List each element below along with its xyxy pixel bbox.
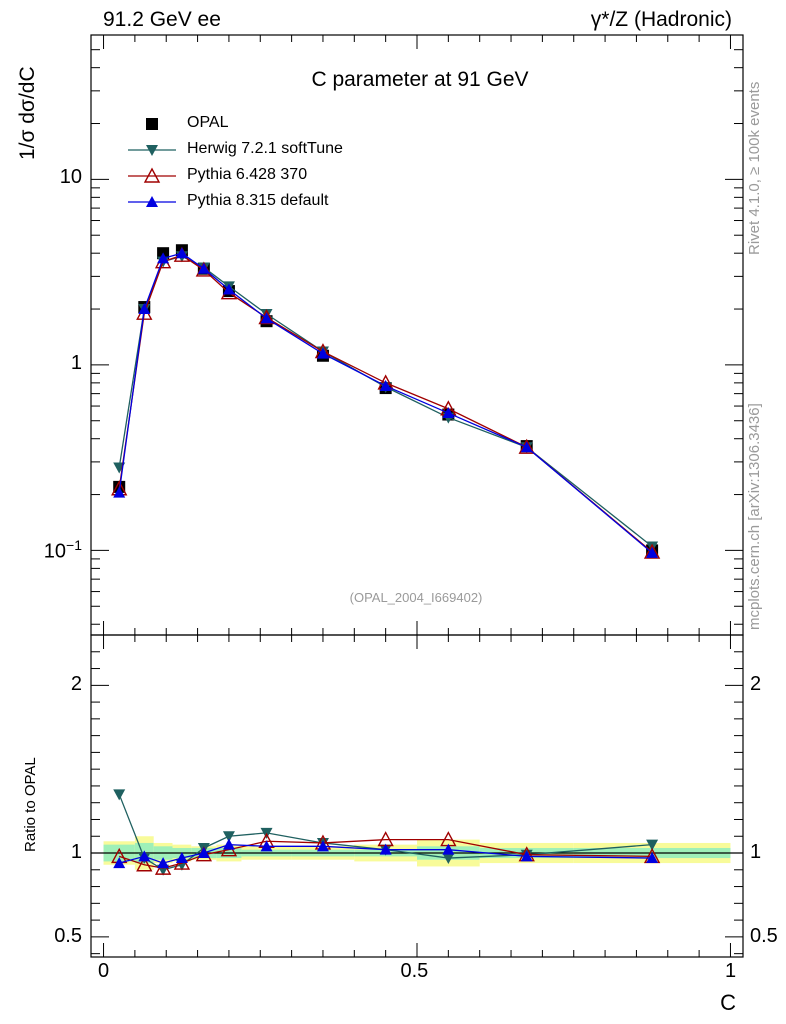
marker-triangle-up (316, 347, 329, 359)
x-tick-label: 0 (98, 960, 110, 982)
marker-triangle-open (136, 856, 153, 872)
axes (90, 34, 744, 958)
marker-triangle-up (222, 283, 235, 295)
marker-triangle-up (222, 838, 235, 850)
marker-triangle-up (379, 379, 392, 391)
ratio-tick-label-right: 1 (750, 841, 762, 864)
ratio-frame (90, 634, 744, 958)
marker-triangle-up (157, 252, 170, 264)
y-tick-label: 10−1 (43, 537, 82, 564)
marker-triangle-up (197, 847, 210, 859)
legend-entry: Pythia 8.315 default (187, 192, 329, 209)
marker-triangle-up (197, 262, 210, 274)
marker-triangle-up (646, 852, 659, 864)
marker-triangle-up (260, 312, 273, 324)
marker-triangle-open (643, 543, 661, 559)
series-line (118, 255, 653, 547)
marker-triangle-down (113, 789, 126, 801)
legend-entry: OPAL (187, 114, 229, 131)
marker-triangle-up (113, 486, 126, 498)
marker-triangle-open (518, 438, 535, 454)
ratio-tick-label-right: 0.5 (750, 924, 778, 947)
header-right: γ*/Z (Hadronic) (590, 8, 732, 31)
chart-title: C parameter at 91 GeV (311, 68, 529, 91)
marker-triangle-open (143, 167, 161, 183)
ratio-tick-label: 1 (70, 841, 82, 864)
marker-triangle-up (175, 247, 188, 259)
series-line (118, 254, 653, 553)
ratio-tick-label: 2 (70, 673, 82, 696)
ratio-line (119, 843, 653, 864)
marker-triangle-up (379, 843, 392, 855)
x-tick-label: 0.5 (400, 960, 429, 982)
y-tick-label: 1 (70, 351, 82, 374)
x-tick-label: 1 (724, 960, 737, 982)
legend-markers (128, 118, 176, 207)
series-line (118, 252, 653, 554)
rivet-label: Rivet 4.1.0, ≥ 100k events (746, 81, 763, 255)
ratio-axis-label: Ratio to OPAL (22, 757, 39, 852)
legend-entry: Herwig 7.2.1 softTune (187, 140, 343, 157)
marker-triangle-up (113, 857, 126, 869)
marker-square (146, 118, 158, 130)
marker-triangle-up (442, 407, 455, 419)
legend-entry: Pythia 6.428 370 (187, 166, 308, 183)
x-axis-label: C (720, 990, 736, 1015)
marker-triangle-down (222, 831, 235, 843)
ratio-tick-label: 0.5 (54, 924, 82, 947)
marker-triangle-up (646, 546, 659, 558)
marker-triangle-down (442, 853, 455, 865)
marker-triangle-up (146, 196, 158, 207)
marker-triangle-up (157, 857, 170, 869)
marker-triangle-up (138, 303, 151, 315)
marker-triangle-down (146, 145, 158, 156)
y-tick-label: 10 (59, 166, 82, 189)
marker-triangle-up (316, 840, 329, 852)
marker-triangle-up (138, 850, 151, 862)
marker-triangle-open (258, 309, 275, 325)
header-left: 91.2 GeV ee (103, 8, 221, 31)
marker-triangle-up (260, 840, 273, 852)
ratio-tick-label-right: 2 (750, 673, 762, 696)
marker-triangle-up (175, 852, 188, 864)
y-axis-label: 1/σ dσ/dC (16, 66, 39, 160)
marker-triangle-up (520, 850, 533, 862)
reference-label: (OPAL_2004_I669402) (349, 590, 483, 605)
series-group (111, 244, 661, 876)
marker-triangle-down (646, 839, 659, 851)
marker-triangle-up (442, 843, 455, 855)
marker-triangle-up (520, 441, 533, 453)
